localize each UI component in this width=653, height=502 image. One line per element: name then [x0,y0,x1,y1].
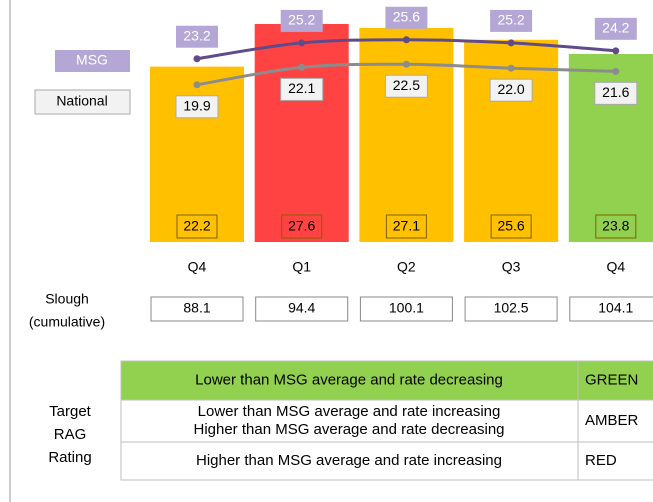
bar-value-label: 27.6 [288,218,315,234]
line-point [193,55,201,63]
bar-label-box [176,214,218,239]
bar-value-label: 23.8 [602,218,629,234]
legend-box [34,89,131,115]
rag-criteria: Lower than MSG average and rate increasi… [198,403,501,420]
bar-value-label: 22.2 [183,218,210,234]
cumulative-value: 104.1 [598,300,633,316]
rag-criteria: Higher than MSG average and rate increas… [196,452,502,469]
cumulative-label: Slough [45,291,89,307]
line-value-label: 23.2 [183,27,210,43]
cumulative-box [255,296,349,322]
cumulative-box [569,296,653,322]
rag-label: Target [49,403,92,420]
rag-rating-cell [577,399,653,443]
line-value-label: 22.5 [393,77,420,93]
line-label-box [489,78,533,102]
line-value-label: 21.6 [602,84,629,100]
bar-label-box [490,214,532,239]
line-label-box [594,81,638,105]
cumulative-box [464,296,558,322]
line-point [402,36,410,44]
rag-criteria-cell [120,399,579,443]
line-point [298,39,306,47]
cumulative-box [150,296,244,322]
line-label-box [385,6,428,29]
line-label-box [594,17,637,40]
line-point [612,67,620,75]
line-point [507,39,515,47]
cumulative-box [359,296,453,322]
rag-criteria: Lower than MSG average and rate decreasi… [195,371,503,388]
line-point [193,81,201,89]
bar [359,27,454,242]
bar [254,23,349,243]
bar-value-label: 27.1 [393,218,420,234]
line-value-label: 25.2 [497,12,524,28]
line-value-label: 24.2 [602,20,629,36]
rag-label: Rating [48,449,91,466]
line-point [402,60,410,68]
legend-label: MSG [76,52,108,68]
cumulative-label: (cumulative) [29,314,105,330]
cumulative-value: 100.1 [389,300,424,316]
x-tick-label: Q4 [606,259,625,275]
x-tick-label: Q1 [292,259,311,275]
line-label-box [490,9,533,32]
bar [464,39,559,243]
x-tick-label: Q3 [502,259,521,275]
line-value-label: 22.1 [288,80,315,96]
rag-rating: AMBER [585,412,639,429]
cumulative-value: 94.4 [288,300,315,316]
rag-label: RAG [54,426,87,443]
line-label-box [384,74,428,98]
line-value-label: 25.2 [288,12,315,28]
x-tick-label: Q2 [397,259,416,275]
line-value-label: 25.6 [393,8,420,24]
rag-criteria-cell [120,360,579,401]
x-tick-label: Q4 [188,259,207,275]
legend-box [55,50,130,72]
legend-label: National [56,93,107,109]
bar-label-box [385,214,427,239]
rag-criteria: Higher than MSG average and rate decreas… [193,421,504,438]
bar-label-box [595,214,637,239]
line-label-box [280,77,324,101]
line-label-box [175,95,219,119]
rag-rating: GREEN [585,371,638,388]
line-point [612,47,620,55]
rag-rating: RED [585,452,617,469]
line-point [298,63,306,71]
bar-value-label: 25.6 [497,218,524,234]
line-point [507,64,515,72]
bar-label-box [281,214,323,239]
rag-criteria-cell [120,441,579,481]
line-label-box [280,9,323,32]
line-label-box [176,25,218,48]
rag-rating-cell [577,360,653,401]
rag-rating-cell [577,441,653,481]
cumulative-value: 102.5 [494,300,529,316]
cumulative-value: 88.1 [183,300,210,316]
line-value-label: 19.9 [183,97,210,113]
line-value-label: 22.0 [497,81,524,97]
